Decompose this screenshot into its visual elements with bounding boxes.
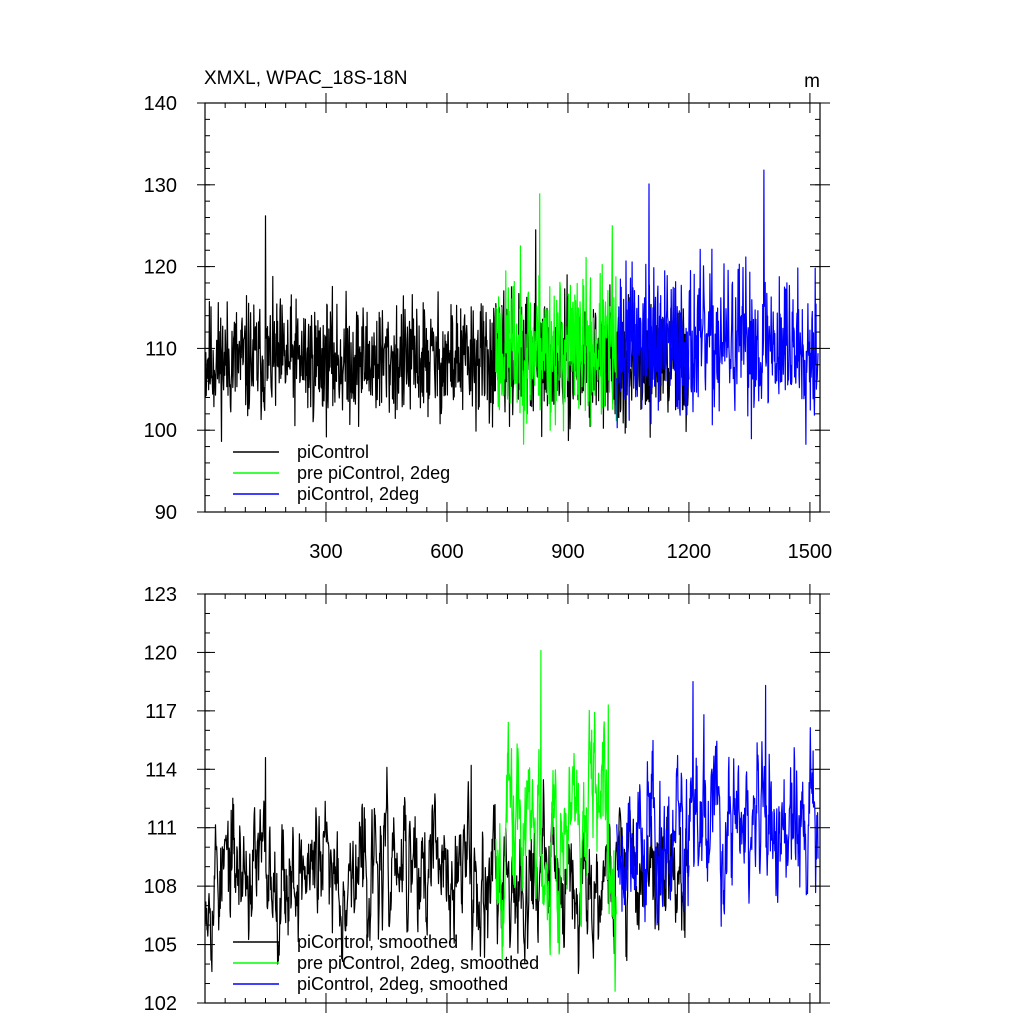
y-tick-label: 120 — [144, 257, 177, 279]
y-tick-label: 117 — [145, 701, 177, 723]
y-tick-label: 110 — [145, 338, 177, 360]
y-tick-label: 130 — [144, 175, 177, 197]
y-tick-label: 102 — [144, 993, 177, 1015]
y-tick-label: 114 — [145, 759, 177, 781]
bottom-axis-ticks — [197, 584, 830, 1013]
legend-label-3: piControl, 2deg — [297, 484, 419, 504]
bottom-series-group — [204, 649, 819, 992]
legend-label-1: piControl, smoothed — [297, 932, 458, 952]
top-chart-panel: 90 100 110 120 130 140 300 600 900 1200 1500 XMXL… — [144, 68, 833, 563]
top-chart-title: XMXL, WPAC_18S-18N — [204, 68, 407, 89]
top-x-tick-labels: 300 600 900 1200 1500 — [309, 541, 832, 563]
series-line-1 — [204, 756, 690, 975]
series-line-3 — [616, 169, 819, 445]
legend-label-2: pre piControl, 2deg, smoothed — [297, 953, 539, 973]
legend-label-3: piControl, 2deg, smoothed — [297, 974, 508, 994]
x-tick-label: 1500 — [788, 541, 833, 563]
series-line-2 — [495, 193, 617, 445]
y-tick-label: 108 — [144, 876, 177, 898]
y-tick-label: 100 — [144, 420, 177, 442]
x-tick-label: 600 — [430, 541, 463, 563]
series-line-3 — [616, 680, 819, 927]
bottom-y-tick-labels: 102 105 108 111 114 117 120 123 — [144, 584, 177, 1015]
y-tick-label: 105 — [144, 935, 177, 957]
y-tick-label: 120 — [144, 642, 177, 664]
top-axis-ticks — [197, 93, 830, 522]
y-tick-label: 111 — [147, 818, 177, 840]
x-tick-label: 300 — [309, 541, 342, 563]
legend-label-1: piControl — [297, 442, 369, 462]
y-tick-label: 123 — [144, 584, 177, 606]
y-tick-label: 90 — [155, 502, 177, 524]
legend-label-2: pre piControl, 2deg — [297, 463, 450, 483]
series-line-2 — [495, 649, 617, 992]
top-series-group — [204, 169, 819, 445]
bottom-plot-frame — [204, 593, 821, 1004]
x-tick-label: 1200 — [667, 541, 712, 563]
top-units-label: m — [804, 71, 820, 92]
y-tick-label: 140 — [144, 93, 177, 115]
bottom-chart-panel: 102 105 108 111 114 117 120 123 piControl, smoo… — [144, 584, 830, 1015]
top-y-tick-labels: 90 100 110 120 130 140 — [144, 93, 177, 524]
x-tick-label: 900 — [551, 541, 584, 563]
top-plot-frame — [204, 102, 821, 513]
